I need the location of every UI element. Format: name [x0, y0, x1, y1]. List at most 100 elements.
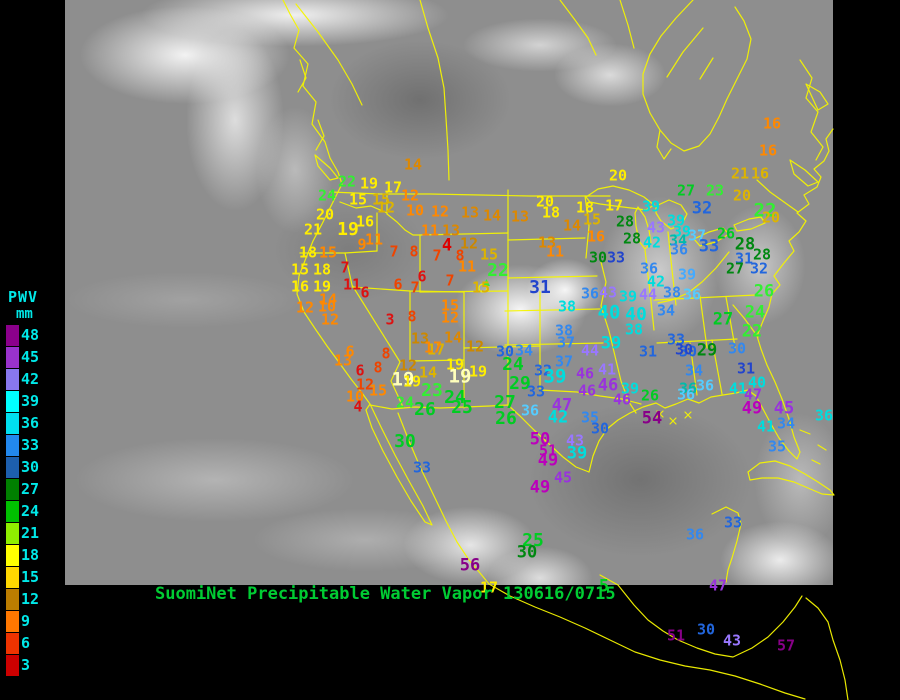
- station-pwv-value: 24: [444, 387, 466, 408]
- station-pwv-value: 57: [776, 636, 796, 655]
- legend-value-label: 39: [21, 392, 40, 410]
- station-pwv-value: 7: [389, 242, 399, 261]
- station-pwv-value: 38: [624, 320, 644, 339]
- legend-level: 30: [6, 456, 64, 478]
- station-pwv-value: 20: [761, 208, 781, 227]
- legend-level: 27: [6, 478, 64, 500]
- station-pwv-value: 36: [695, 376, 715, 395]
- station-pwv-value: 16: [355, 212, 375, 231]
- station-pwv-value: 39: [618, 287, 638, 306]
- legend-level: 39: [6, 390, 64, 412]
- station-pwv-value: 40: [625, 304, 647, 325]
- legend-value-label: 21: [21, 524, 40, 542]
- station-pwv-value: 51: [538, 441, 558, 460]
- station-pwv-value: 30: [674, 340, 694, 359]
- station-pwv-value: 24: [395, 393, 415, 412]
- station-pwv-value: 47: [551, 395, 573, 416]
- station-pwv-value: 20: [732, 186, 752, 205]
- station-pwv-value: 11: [420, 221, 440, 240]
- station-pwv-value: 45: [773, 398, 795, 419]
- station-pwv-value: 36: [520, 401, 540, 420]
- station-pwv-value: 14: [482, 206, 502, 225]
- station-pwv-value: 34: [684, 361, 704, 380]
- station-pwv-value: 40: [747, 373, 767, 392]
- station-pwv-value: 12: [400, 186, 420, 205]
- station-pwv-value: 42: [642, 233, 662, 252]
- station-pwv-value: 39: [672, 222, 692, 241]
- station-pwv-value: 34: [776, 414, 796, 433]
- station-pwv-value: 15: [582, 210, 602, 229]
- station-pwv-value: 38: [557, 297, 577, 316]
- station-pwv-value: 30: [588, 248, 608, 267]
- station-pwv-value: 49: [529, 477, 551, 498]
- station-pwv-value: 20: [535, 192, 555, 211]
- legend-swatch: [6, 588, 19, 610]
- legend-value-label: 15: [21, 568, 40, 586]
- station-pwv-value: 39: [641, 197, 661, 216]
- station-pwv-value: 27: [494, 392, 516, 413]
- station-pwv-value: 36: [678, 379, 698, 398]
- station-pwv-value: 50: [529, 429, 551, 450]
- station-pwv-value: 39: [543, 365, 567, 388]
- station-pwv-value: 37: [687, 226, 707, 245]
- station-pwv-value: 27: [725, 259, 745, 278]
- station-pwv-value: 30: [678, 342, 698, 361]
- station-pwv-value: 16: [586, 227, 606, 246]
- station-pwv-value: 12: [459, 234, 479, 253]
- station-pwv-value: 41: [756, 417, 776, 436]
- legend-swatch: [6, 478, 19, 500]
- station-pwv-value: 39: [666, 211, 686, 230]
- station-pwv-value: 8: [409, 242, 419, 261]
- station-pwv-value: 24: [317, 186, 337, 205]
- station-pwv-value: 25: [522, 530, 544, 551]
- station-pwv-value: 15: [318, 243, 338, 262]
- station-pwv-value: 20: [608, 166, 628, 185]
- legend-swatch: [6, 522, 19, 544]
- station-pwv-value: 32: [691, 198, 713, 219]
- station-pwv-value: 17: [423, 338, 443, 357]
- station-pwv-value: 14: [318, 290, 338, 309]
- station-pwv-value: 19: [337, 219, 359, 240]
- station-pwv-value: 23: [705, 181, 725, 200]
- coastline-west: [282, 0, 490, 585]
- station-pwv-value: 36: [639, 259, 659, 278]
- station-pwv-value: 6: [355, 361, 365, 380]
- station-pwv-value: 43: [598, 283, 618, 302]
- station-pwv-value: 38: [554, 321, 574, 340]
- legend-swatch: [6, 456, 19, 478]
- station-pwv-value: 26: [716, 224, 736, 243]
- station-pwv-value: 13: [537, 233, 557, 252]
- station-pwv-value: 16: [758, 141, 778, 160]
- station-pwv-value: 22: [337, 172, 357, 191]
- station-pwv-value: 8: [381, 344, 391, 363]
- station-pwv-value: 27: [676, 181, 696, 200]
- station-pwv-value: 26: [414, 399, 436, 420]
- station-pwv-value: 22: [487, 260, 509, 281]
- station-pwv-value: 37: [556, 333, 576, 352]
- legend-value-label: 24: [21, 502, 40, 520]
- legend-value-label: 9: [21, 612, 31, 630]
- station-pwv-value: 49: [537, 450, 559, 471]
- station-pwv-value: 39: [600, 333, 622, 354]
- station-pwv-value: 34: [656, 301, 676, 320]
- station-pwv-value: 41: [728, 379, 748, 398]
- station-pwv-value: 22: [753, 199, 777, 222]
- station-pwv-value: 37: [554, 352, 574, 371]
- station-pwv-value: 14: [562, 216, 582, 235]
- station-pwv-value: 33: [666, 330, 686, 349]
- legend-swatch: [6, 654, 19, 676]
- great-lakes: [585, 185, 766, 250]
- station-pwv-value: 17: [383, 178, 403, 197]
- station-pwv-value: 17: [426, 340, 446, 359]
- station-pwv-value: 15: [371, 190, 391, 209]
- station-pwv-value: 11: [364, 230, 384, 249]
- legend-value-label: 3: [21, 656, 31, 674]
- station-pwv-value: 47: [743, 385, 763, 404]
- station-triangle-marker: [483, 279, 490, 286]
- station-pwv-value: 36: [814, 406, 834, 425]
- legend-level: 48: [6, 324, 64, 346]
- legend-level: 21: [6, 522, 64, 544]
- legend-swatch: [6, 346, 19, 368]
- legend-swatch: [6, 500, 19, 522]
